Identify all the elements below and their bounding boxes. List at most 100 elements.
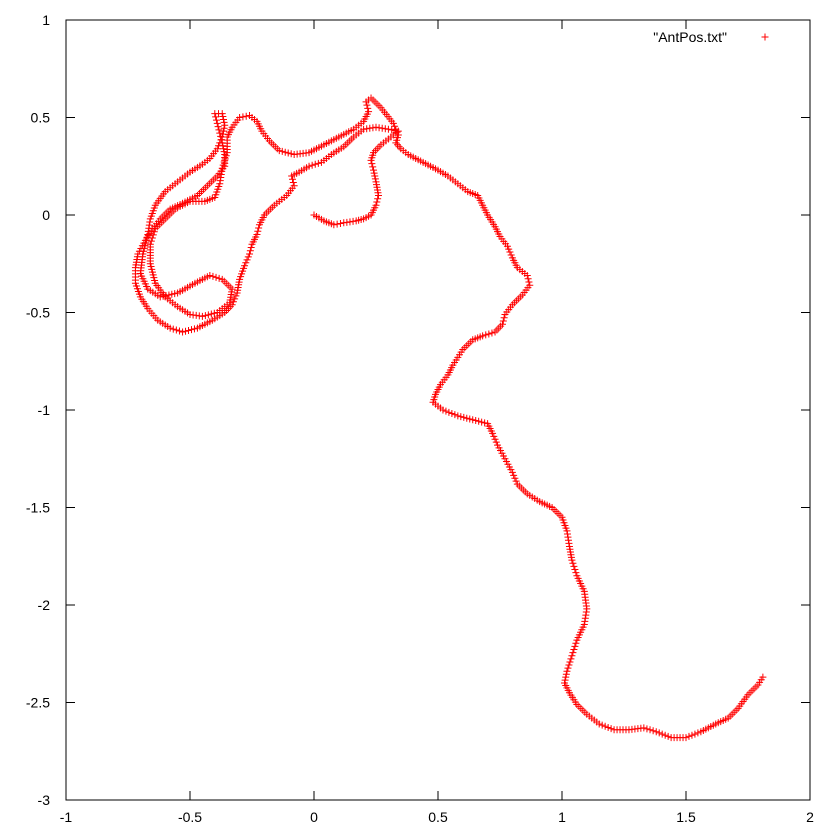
data-point (392, 125, 400, 133)
data-point (179, 328, 187, 336)
data-point (482, 331, 490, 339)
data-point (216, 139, 224, 147)
data-point (388, 126, 396, 134)
data-point (242, 259, 250, 267)
data-point (190, 325, 198, 333)
data-point (314, 159, 322, 167)
data-point (510, 471, 518, 479)
data-point (215, 126, 223, 134)
data-point (512, 477, 520, 485)
data-point (370, 169, 378, 177)
data-point (569, 649, 577, 657)
y-tick-label: 0 (42, 207, 50, 223)
data-point (694, 729, 702, 737)
data-point (255, 224, 263, 232)
y-tick-label: -0.5 (26, 305, 50, 321)
data-point (289, 179, 297, 186)
data-point (491, 435, 499, 443)
data-point (146, 240, 154, 248)
data-point (201, 312, 209, 320)
data-point (369, 163, 377, 171)
data-point (255, 221, 263, 229)
data-point (243, 256, 251, 264)
data-point (182, 327, 190, 335)
x-tick-label: 0 (310, 809, 318, 825)
data-point (219, 145, 227, 153)
data-point (571, 566, 579, 574)
legend-label: "AntPos.txt" (653, 29, 727, 45)
data-point (219, 115, 227, 123)
data-point (371, 175, 379, 183)
data-point (601, 722, 609, 730)
legend-plus-marker (761, 33, 769, 41)
data-point (220, 118, 228, 126)
data-point (460, 413, 468, 421)
data-point (492, 438, 500, 446)
data-point (275, 147, 283, 155)
data-point (503, 242, 511, 250)
data-point (242, 112, 250, 120)
data-point (330, 221, 338, 229)
data-point (219, 161, 227, 169)
data-point (691, 730, 699, 738)
data-point (649, 727, 657, 735)
x-tick-label: 0.5 (428, 809, 448, 825)
data-point (563, 667, 571, 675)
data-point (372, 201, 380, 209)
data-point (317, 158, 325, 166)
data-point (231, 295, 239, 303)
data-point (364, 104, 372, 112)
x-tick-label: -1 (60, 809, 73, 825)
data-point (246, 250, 254, 258)
data-point (215, 142, 223, 150)
data-point (229, 298, 237, 306)
data-point (472, 417, 480, 425)
data-point (655, 729, 663, 737)
data-point (221, 155, 229, 163)
data-point (491, 328, 499, 336)
data-point (193, 324, 201, 332)
data-point (247, 244, 255, 251)
data-point (523, 271, 531, 279)
data-point (288, 172, 296, 180)
data-point (501, 310, 509, 318)
data-point (308, 161, 316, 169)
data-point (511, 474, 519, 482)
data-point (210, 309, 218, 317)
data-point (598, 721, 606, 729)
data-point (248, 240, 256, 248)
data-point (373, 198, 381, 206)
data-point (658, 730, 666, 738)
data-point (562, 673, 570, 681)
data-point (454, 412, 462, 420)
data-point (485, 330, 493, 338)
data-point (171, 290, 179, 298)
data-point (204, 311, 212, 319)
data-point (212, 273, 220, 281)
data-point (505, 245, 513, 253)
data-point (439, 406, 447, 414)
data-point (311, 160, 319, 168)
data-point (374, 195, 382, 203)
data-point (246, 247, 254, 255)
data-point (216, 129, 224, 137)
y-tick-label: -2 (38, 597, 51, 613)
data-point (209, 272, 217, 280)
data-point (287, 150, 295, 158)
data-point (759, 673, 767, 681)
data-point (652, 728, 660, 736)
data-point (481, 419, 489, 427)
data-point (571, 642, 579, 650)
data-point (219, 127, 227, 135)
data-point (236, 114, 244, 121)
data-point (244, 253, 252, 261)
data-point (442, 407, 450, 415)
data-point (185, 326, 193, 334)
data-point (207, 310, 215, 318)
data-point (572, 639, 580, 647)
data-point (475, 417, 483, 425)
data-point (284, 149, 292, 157)
data-point (149, 231, 157, 239)
